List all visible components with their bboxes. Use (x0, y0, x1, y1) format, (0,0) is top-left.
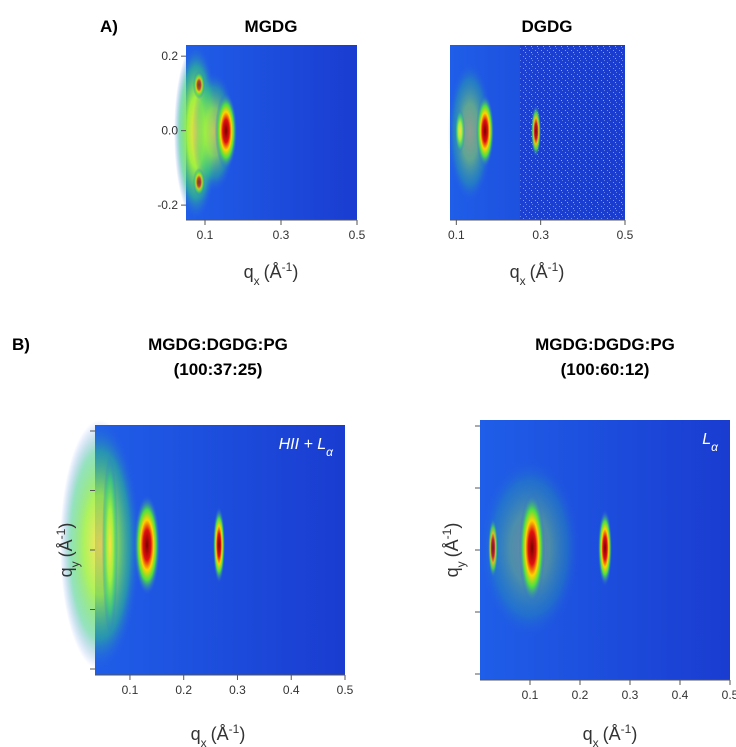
axis-superscript: -1 (548, 260, 559, 274)
axis-label: qx (Å-1) (583, 722, 638, 747)
panel-title: (100:37:25) (174, 360, 263, 379)
annotation-subscript: α (326, 445, 334, 459)
axis-label: qx (Å-1) (244, 260, 299, 288)
axis-symbol: q (244, 262, 254, 282)
heatmap (480, 420, 730, 680)
axis-superscript: -1 (229, 722, 240, 736)
x-tick-label: 0.1 (522, 688, 539, 702)
panel: MGDG:DGDG:PG(100:60:12)0.1 0.2 0.3 0.4 0.5qx… (440, 335, 736, 747)
axis-superscript: -1 (282, 260, 293, 274)
x-tick-label: 0.5 (349, 228, 366, 242)
axis-subscript: x (254, 274, 260, 288)
axis-unit: (Å (530, 262, 548, 282)
x-tick-label: 0.3 (273, 228, 290, 242)
axis-unit: (Å (603, 724, 621, 744)
axis-unit: (Å (56, 539, 76, 557)
axis-subscript: y (68, 561, 82, 567)
axis-superscript: -1 (621, 722, 632, 736)
y-tick-label: -0.2 (157, 198, 178, 212)
section-label: B) (12, 335, 30, 354)
axis-subscript: y (454, 561, 468, 567)
annotation-text: L (702, 431, 711, 448)
y-tick-label: 0.0 (161, 124, 178, 138)
section-label: A) (100, 17, 118, 36)
axis-close: ) (442, 523, 462, 529)
axis-symbol: q (442, 567, 462, 577)
x-tick-label: 0.1 (122, 683, 139, 697)
axis-close: ) (292, 262, 298, 282)
x-tick-label: 0.4 (672, 688, 689, 702)
axis-label: qx (Å-1) (191, 722, 246, 747)
panel-title: MGDG (245, 17, 298, 36)
heatmap (448, 45, 625, 220)
x-tick-label: 0.5 (722, 688, 736, 702)
x-tick-label: 0.3 (532, 228, 549, 242)
axis-close: ) (631, 724, 637, 744)
axis-label: qx (Å-1) (510, 260, 565, 288)
axis-label: qy (Å-1) (440, 523, 468, 578)
axis-close: ) (558, 262, 564, 282)
panel: MGDG:DGDG:PG(100:37:25)0.1 0.2 0.3 0.4 0.5qx… (54, 335, 354, 747)
heatmap (174, 44, 357, 220)
annotation-text: HII + L (279, 436, 327, 453)
axis-subscript: x (593, 736, 599, 747)
panel-title: DGDG (522, 17, 573, 36)
x-tick-label: 0.3 (229, 683, 246, 697)
annotation: HII + Lα (279, 436, 335, 459)
x-tick-label: 0.4 (283, 683, 300, 697)
annotation-subscript: α (711, 440, 719, 454)
axis-subscript: x (201, 736, 207, 747)
axis-close: ) (239, 724, 245, 744)
x-tick-label: 0.1 (197, 228, 214, 242)
x-tick-label: 0.5 (617, 228, 634, 242)
x-tick-label: 0.5 (337, 683, 354, 697)
x-tick-label: 0.3 (622, 688, 639, 702)
panel: MGDG 0.1 0.3 0.5 0.2 0.0 -0.2 qx (Å-1) (157, 17, 365, 288)
axis-subscript: x (520, 274, 526, 288)
panel: DGDG 0.1 0.3 0.5 qx (Å-1) (448, 17, 634, 288)
axis-symbol: q (583, 724, 593, 744)
axis-superscript: -1 (440, 528, 454, 539)
axis-unit: (Å (211, 724, 229, 744)
axis-unit: (Å (442, 539, 462, 557)
annotation: Lα (702, 431, 719, 454)
axis-symbol: q (56, 567, 76, 577)
axis-close: ) (56, 523, 76, 529)
x-tick-label: 0.1 (448, 228, 465, 242)
panel-title: (100:60:12) (561, 360, 650, 379)
y-tick-label: 0.2 (161, 49, 178, 63)
axis-symbol: q (191, 724, 201, 744)
axis-label: qy (Å-1) (54, 523, 82, 578)
heatmap (60, 420, 345, 675)
axis-superscript: -1 (54, 528, 68, 539)
panel-title: MGDG:DGDG:PG (535, 335, 675, 354)
axis-symbol: q (510, 262, 520, 282)
x-tick-label: 0.2 (572, 688, 589, 702)
x-tick-label: 0.2 (175, 683, 192, 697)
axis-unit: (Å (264, 262, 282, 282)
panel-title: MGDG:DGDG:PG (148, 335, 288, 354)
